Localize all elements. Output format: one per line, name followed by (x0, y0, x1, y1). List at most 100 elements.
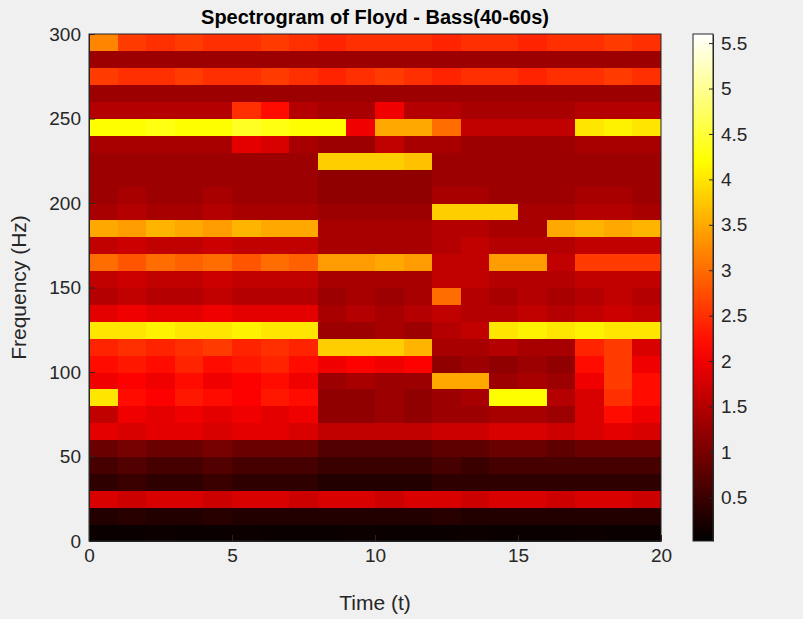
heat-cell (518, 423, 547, 440)
heat-cell (489, 423, 518, 440)
heat-cell (461, 423, 490, 440)
heat-cell (232, 203, 261, 220)
heat-cell (575, 321, 604, 338)
heat-cell (632, 355, 661, 372)
heat-cell (604, 186, 633, 203)
heat-cell (261, 473, 290, 490)
heat-cell (146, 304, 175, 321)
heat-cell (575, 34, 604, 51)
heat-cell (404, 203, 433, 220)
heat-cell (175, 102, 204, 119)
tick-label: 5 (227, 545, 238, 566)
heat-cell (146, 220, 175, 237)
heat-cell (346, 321, 375, 338)
heat-cell (375, 457, 404, 474)
tick: 1 (709, 442, 732, 463)
heat-cell (432, 119, 461, 136)
heat-cell (518, 68, 547, 85)
plot-background (89, 34, 661, 541)
heat-cell (375, 355, 404, 372)
heat-cell (203, 423, 232, 440)
heat-cell (203, 406, 232, 423)
heat-cell (89, 271, 118, 288)
heat-cell (461, 102, 490, 119)
heat-cell (404, 254, 433, 271)
heat-cell (203, 288, 232, 305)
heat-cell (318, 237, 347, 254)
heat-cell (432, 152, 461, 169)
heat-cell (232, 119, 261, 136)
heat-cell (518, 338, 547, 355)
heat-cell (547, 490, 576, 507)
heat-cell (346, 102, 375, 119)
heat-cell (232, 406, 261, 423)
heat-cell (575, 372, 604, 389)
heat-cell (89, 186, 118, 203)
heat-cell (375, 473, 404, 490)
heat-cell (489, 119, 518, 136)
heat-cell (118, 51, 147, 68)
heat-cell (489, 304, 518, 321)
heat-cell (375, 321, 404, 338)
tick-mark (709, 134, 713, 135)
heat-cell (604, 220, 633, 237)
heat-cell (375, 102, 404, 119)
heat-cell (575, 423, 604, 440)
heat-cell (604, 507, 633, 524)
heat-cell (575, 237, 604, 254)
heat-cell (146, 34, 175, 51)
heat-cell (489, 457, 518, 474)
heat-cell (89, 237, 118, 254)
heat-cell (118, 372, 147, 389)
heat-cell (261, 119, 290, 136)
tick-mark (709, 361, 713, 362)
heat-cell (547, 51, 576, 68)
heat-cell (175, 186, 204, 203)
heat-cell (346, 338, 375, 355)
heat-cell (518, 152, 547, 169)
heat-cell (632, 457, 661, 474)
heat-cell (632, 271, 661, 288)
tick: 1.5 (709, 396, 747, 417)
heat-cell (318, 304, 347, 321)
x-axis: 05101520 (84, 535, 672, 566)
tick-mark (709, 316, 713, 317)
heat-cell (489, 34, 518, 51)
heat-cell (118, 304, 147, 321)
heat-cell (518, 389, 547, 406)
heat-cell (318, 372, 347, 389)
heat-cell (118, 423, 147, 440)
heat-cell (432, 355, 461, 372)
heat-cell (232, 254, 261, 271)
heat-cell (261, 186, 290, 203)
heat-cell (118, 507, 147, 524)
heat-cell (375, 372, 404, 389)
heat-cell (289, 220, 318, 237)
heat-cell (547, 254, 576, 271)
heat-cell (118, 186, 147, 203)
heat-cell (375, 34, 404, 51)
tick-label: 50 (60, 446, 81, 467)
heat-cell (518, 304, 547, 321)
heat-cell (375, 220, 404, 237)
heat-cell (203, 524, 232, 541)
heat-cell (632, 423, 661, 440)
heat-cell (261, 68, 290, 85)
heat-cell (604, 203, 633, 220)
heat-cell (146, 457, 175, 474)
heat-cell (547, 355, 576, 372)
heat-cell (518, 85, 547, 102)
heat-cell (146, 254, 175, 271)
heat-cell (261, 406, 290, 423)
tick: 100 (49, 362, 95, 383)
heat-cell (346, 85, 375, 102)
heat-cell (289, 473, 318, 490)
heat-cell (489, 372, 518, 389)
heat-cell (461, 338, 490, 355)
tick-mark (709, 407, 713, 408)
heat-cell (318, 203, 347, 220)
heat-cell (604, 51, 633, 68)
heat-cell (318, 457, 347, 474)
heat-cell (461, 355, 490, 372)
heat-cell (203, 271, 232, 288)
